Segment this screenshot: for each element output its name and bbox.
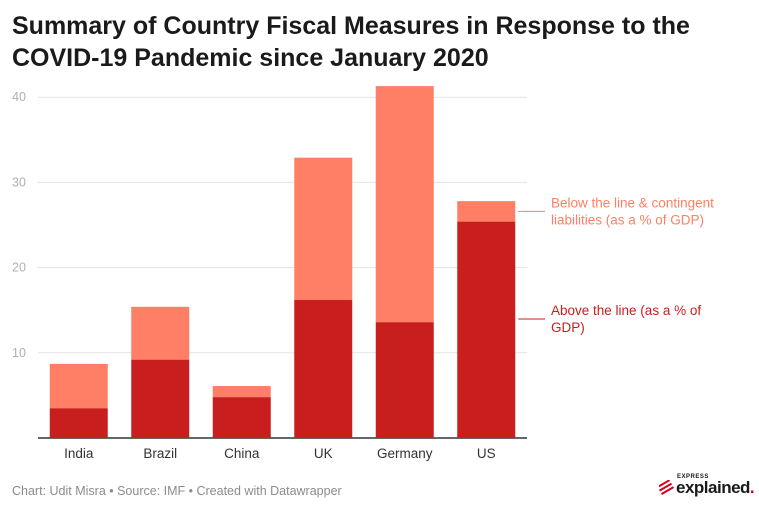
x-tick-label: India <box>64 446 94 461</box>
y-tick-label: 10 <box>12 346 26 360</box>
legend: Below the line & contingent liabilities (… <box>518 195 714 335</box>
bar-below-germany <box>375 86 434 323</box>
x-tick-label: UK <box>314 446 333 461</box>
y-tick-label: 30 <box>12 175 26 189</box>
bar-below-china <box>212 386 271 398</box>
bar-above-us <box>457 221 516 438</box>
bar-above-uk <box>294 299 353 438</box>
logo-stripes-icon <box>659 480 675 495</box>
legend-above-line-2: GDP) <box>551 320 585 335</box>
x-tick-label: US <box>477 446 496 461</box>
bar-above-china <box>212 397 271 438</box>
logo-main-word: explained <box>676 478 750 497</box>
legend-below-line-2: liabilities (as a % of GDP) <box>551 212 704 227</box>
bar-below-brazil <box>131 306 190 360</box>
bar-above-brazil <box>131 359 190 438</box>
express-explained-logo: EXPRESS explained. <box>659 474 755 500</box>
bar-below-india <box>49 363 108 409</box>
x-tick-label: Germany <box>377 446 433 461</box>
bar-above-india <box>49 408 108 438</box>
x-tick-label: Brazil <box>143 446 177 461</box>
x-axis-labels: India Brazil China UK Germany US <box>64 446 496 461</box>
logo-express-text: EXPRESS <box>677 474 709 480</box>
stacked-bar-chart: 10 20 30 40 India Brazil China UK Germany US Bel… <box>12 86 714 461</box>
bar-below-us <box>457 201 516 222</box>
bar-above-germany <box>375 322 434 438</box>
x-tick-label: China <box>224 446 260 461</box>
legend-below-line-1: Below the line & contingent <box>551 195 714 210</box>
bar-below-uk <box>294 157 353 300</box>
chart-title: Summary of Country Fiscal Measures in Re… <box>12 12 690 72</box>
legend-above-line-1: Above the line (as a % of <box>551 303 701 318</box>
logo-dot: . <box>749 478 755 497</box>
bar-group <box>49 86 516 438</box>
gridlines: 10 20 30 40 <box>12 90 527 439</box>
logo-explained-text: explained. <box>676 478 755 498</box>
chart-footer: Chart: Udit Misra • Source: IMF • Create… <box>12 484 342 498</box>
y-tick-label: 20 <box>12 261 26 275</box>
y-tick-label: 40 <box>12 90 26 104</box>
